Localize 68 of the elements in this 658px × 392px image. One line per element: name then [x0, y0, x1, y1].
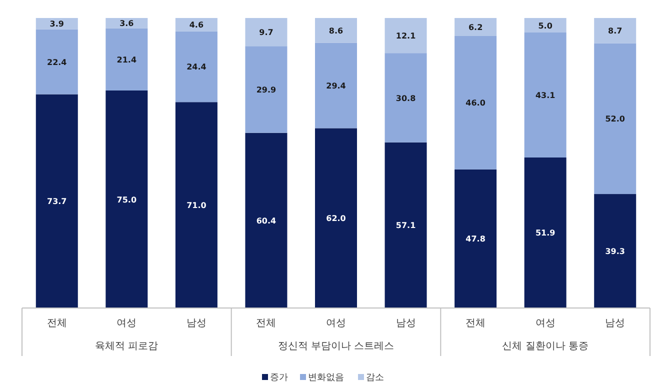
x-tick-label: 여성	[326, 318, 346, 329]
legend-label: 감소	[366, 373, 384, 383]
bar	[454, 18, 497, 36]
data-label: 62.0	[326, 214, 346, 224]
bar	[36, 29, 78, 94]
text: 신체 질환이나 통증	[502, 341, 589, 352]
x-tick-label: 전체	[466, 318, 486, 329]
bar	[524, 18, 566, 32]
bar	[594, 43, 636, 194]
bar	[175, 31, 218, 102]
data-label: 57.1	[396, 221, 416, 230]
x-tick-label: 남성	[396, 318, 416, 329]
bar	[594, 194, 636, 308]
bar	[106, 28, 148, 90]
x-tick-label: 전체	[46, 318, 67, 329]
data-label: 73.7	[47, 197, 67, 206]
data-label: 52.0	[605, 114, 626, 124]
bar	[245, 132, 288, 308]
text: 육체적 피로감	[95, 341, 158, 352]
data-label: 39.3	[605, 247, 625, 256]
data-label: 30.8	[396, 94, 416, 103]
data-label: 60.4	[256, 216, 277, 226]
data-label: 9.7	[259, 28, 274, 38]
bar	[315, 128, 357, 308]
bar	[36, 94, 78, 308]
data-label: 47.8	[466, 234, 486, 244]
data-label: 8.6	[328, 26, 344, 36]
bar	[106, 90, 148, 308]
bar	[594, 18, 636, 44]
x-tick-label: 여성	[116, 318, 137, 329]
bar	[175, 18, 218, 32]
data-label: 22.4	[47, 58, 68, 67]
data-label: 51.9	[535, 228, 556, 238]
data-label: 43.1	[535, 90, 556, 100]
x-tick-label: 남성	[186, 318, 206, 329]
data-label: 29.4	[326, 82, 346, 91]
x-tick-label: 여성	[535, 318, 556, 329]
data-label: 5.0	[538, 21, 553, 30]
data-label: 71.0	[186, 201, 207, 210]
bar	[245, 46, 288, 133]
bar	[315, 42, 357, 128]
data-label: 3.9	[50, 20, 64, 29]
data-label: 46.0	[466, 98, 486, 108]
data-label: 21.4	[116, 55, 137, 64]
legend-label: 변화없음	[308, 373, 344, 383]
data-label: 3.6	[120, 19, 134, 28]
data-label: 29.9	[256, 85, 277, 94]
data-label: 75.0	[116, 195, 137, 204]
x-tick-label: 남성	[605, 318, 626, 329]
bar	[245, 18, 288, 46]
legend-label: 증가	[270, 373, 288, 383]
bar	[384, 18, 427, 54]
bar	[384, 142, 427, 308]
bar	[524, 157, 566, 308]
bar	[175, 102, 218, 308]
data-label: 8.7	[608, 26, 622, 36]
bar	[36, 18, 78, 30]
x-tick-label: 전체	[256, 318, 276, 329]
data-label: 12.1	[396, 32, 416, 41]
data-label: 6.2	[468, 22, 483, 32]
bar	[454, 36, 497, 170]
data-label: 4.6	[189, 20, 204, 30]
data-label: 24.4	[186, 62, 207, 72]
bar	[315, 18, 357, 43]
bar	[524, 32, 566, 158]
bar	[384, 53, 427, 142]
text: 정신적 부담이나 스트레스	[278, 341, 394, 352]
bar	[454, 169, 497, 308]
